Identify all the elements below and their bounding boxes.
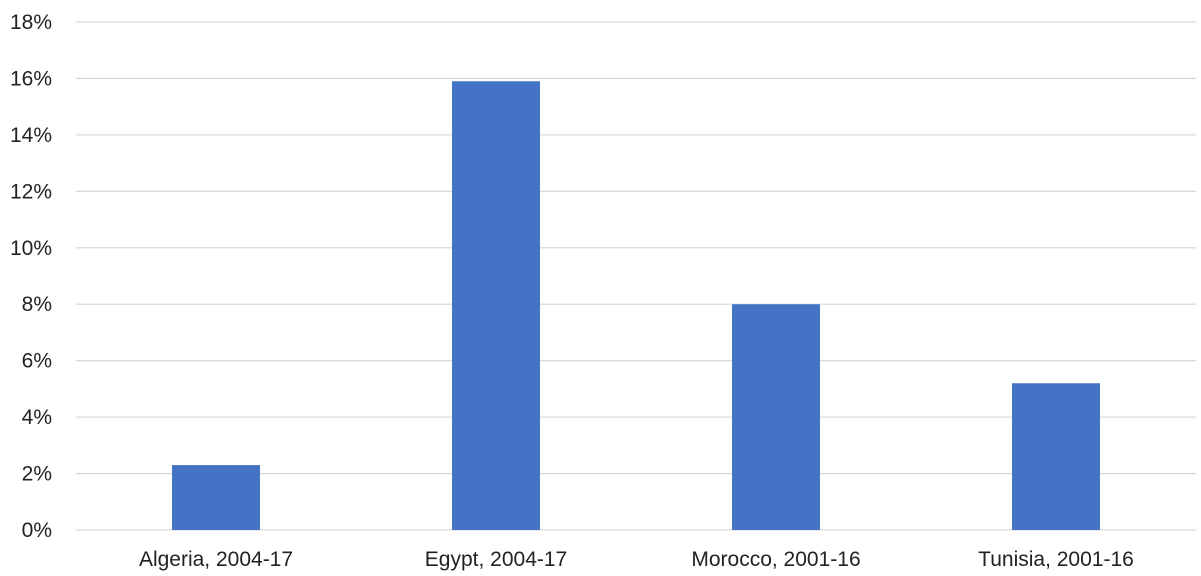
x-category-label: Tunisia, 2001-16	[978, 548, 1134, 571]
bar	[732, 304, 820, 530]
y-tick-label: 0%	[22, 519, 52, 542]
y-tick-label: 16%	[10, 67, 52, 90]
bar	[452, 81, 540, 531]
y-tick-label: 12%	[10, 180, 52, 203]
y-tick-label: 10%	[10, 237, 52, 260]
x-category-label: Morocco, 2001-16	[691, 548, 860, 571]
x-axis-categories: Algeria, 2004-17 Egypt, 2004-17 Morocco, 2…	[139, 548, 1134, 571]
y-tick-label: 2%	[22, 463, 52, 486]
y-tick-label: 18%	[10, 11, 52, 34]
bar	[1012, 383, 1100, 530]
y-tick-label: 8%	[22, 293, 52, 316]
bars	[172, 81, 1100, 531]
y-tick-label: 4%	[22, 406, 52, 429]
gridlines	[76, 21, 1196, 531]
bar	[172, 465, 260, 530]
y-axis-ticks: 0% 2% 4% 6% 8% 10% 12% 14% 16% 18%	[10, 11, 52, 542]
y-tick-label: 14%	[10, 124, 52, 147]
x-category-label: Algeria, 2004-17	[139, 548, 293, 571]
x-category-label: Egypt, 2004-17	[425, 548, 567, 571]
y-tick-label: 6%	[22, 350, 52, 373]
